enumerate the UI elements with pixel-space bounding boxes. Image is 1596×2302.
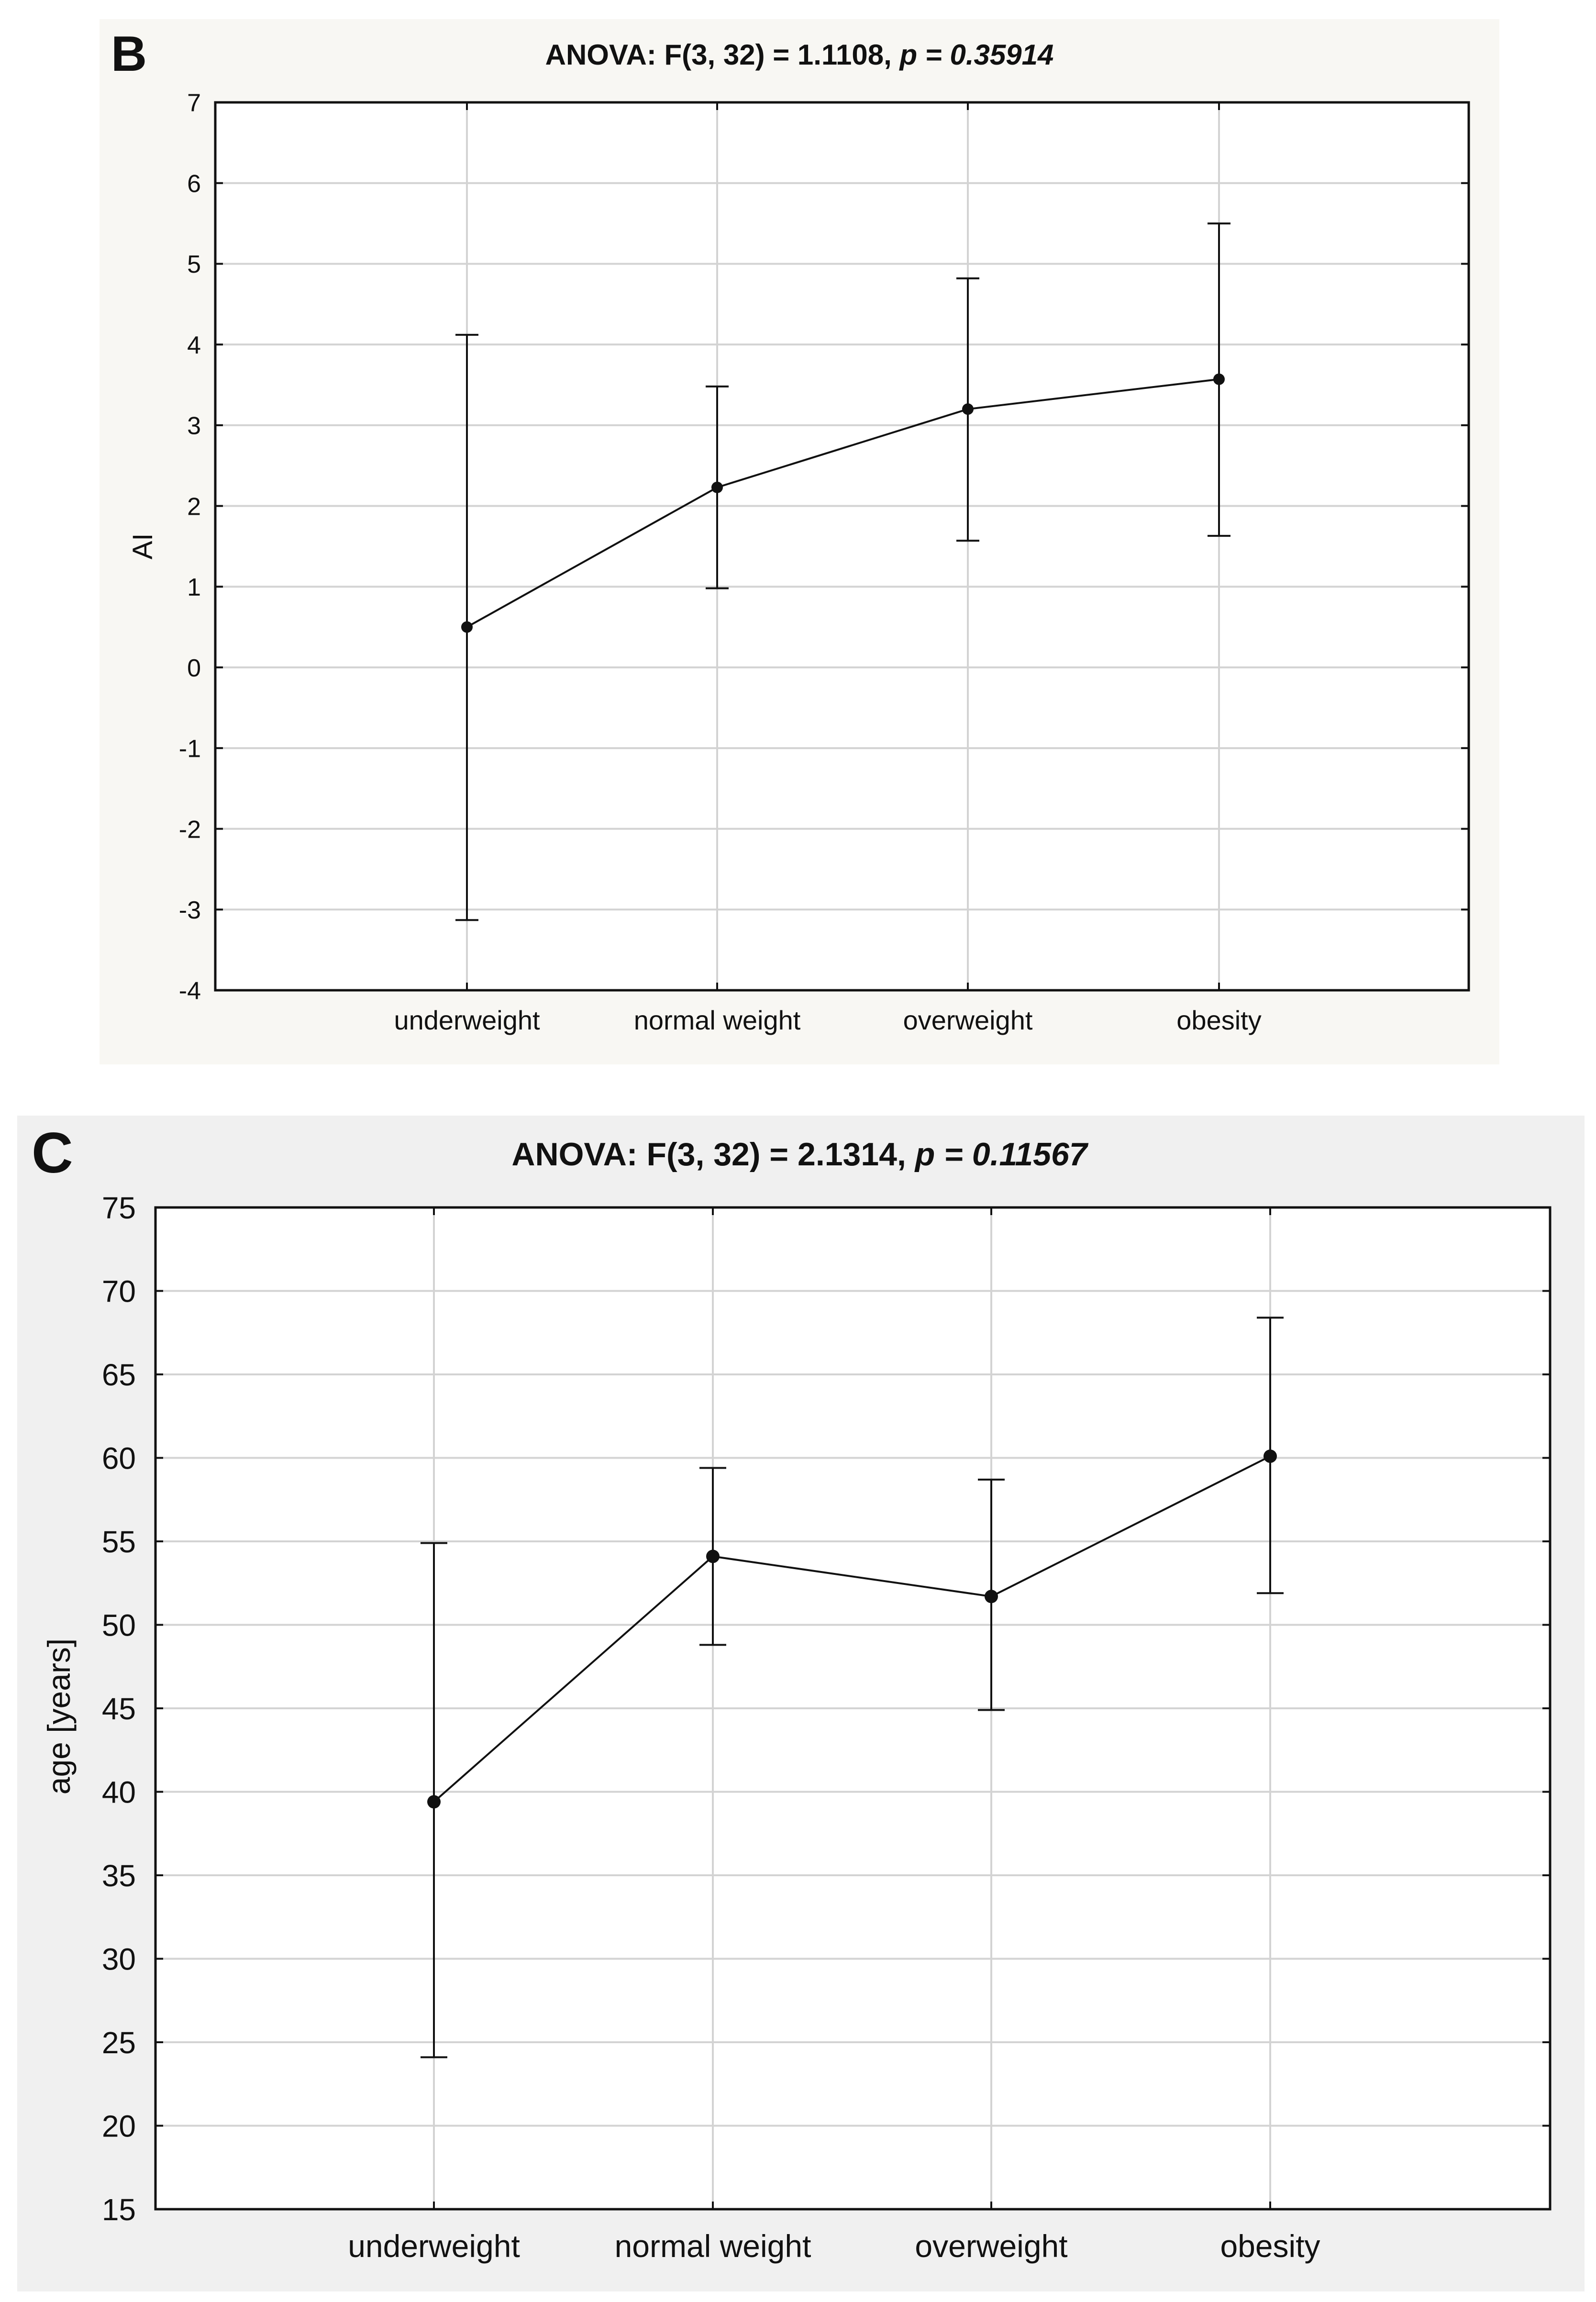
panel-b-mean-point — [461, 621, 473, 633]
panel-c-category-label-overweight: overweight — [915, 2228, 1067, 2264]
panel-b-plot-area: 7 6 5 4 3 2 1 0 -1 -2 -3 -4 underweight normal weight… — [179, 89, 1470, 1035]
panel-b-title: ANOVA: F(3, 32) = 1.1108, p = 0.35914 — [545, 39, 1054, 71]
panel-b-y-tick-label: 1 — [187, 574, 201, 601]
panel-c-mean-point — [1264, 1450, 1277, 1463]
panel-b-y-tick-label: 7 — [187, 89, 201, 117]
panel-b-y-tick-label: 5 — [187, 251, 201, 278]
panel-c-y-tick-label: 45 — [102, 1692, 136, 1726]
panel-b-y-tick-label: 4 — [187, 332, 201, 359]
panel-c-y-tick-label: 30 — [102, 1942, 136, 1977]
panel-c-plot-frame — [154, 1206, 1552, 2211]
panel-b-category-label-overweight: overweight — [903, 1005, 1033, 1035]
panel-b-y-tick-label: 0 — [187, 654, 201, 682]
panel-c-category-label-obesity: obesity — [1220, 2228, 1320, 2264]
panel-b-label: B — [111, 26, 147, 82]
panel-c-mean-point — [427, 1795, 441, 1809]
panel-b-y-tick-label: 2 — [187, 493, 201, 520]
panel-b-category-label-underweight: underweight — [394, 1005, 540, 1035]
panel-b-y-tick-label: 6 — [187, 170, 201, 198]
panel-b-category-label-normal-weight: normal weight — [634, 1005, 801, 1035]
panel-c-label: C — [32, 1121, 73, 1185]
panel-c-category-label-normal-weight: normal weight — [615, 2228, 811, 2264]
panel-b-y-tick-label: -4 — [179, 977, 201, 1005]
panel-b-y-tick-label: -2 — [179, 816, 201, 843]
panel-b-mean-line — [466, 378, 1219, 628]
panel-c-mean-point — [706, 1549, 720, 1563]
panel-b-y-tick-label: 3 — [187, 412, 201, 440]
panel-b-y-tick-label: -3 — [179, 896, 201, 924]
panel-b-y-tick-label: -1 — [179, 735, 201, 763]
panel-c-y-tick-label: 50 — [102, 1608, 136, 1643]
panel-c-y-axis-label: age [years] — [41, 1638, 77, 1795]
panel-c-mean-line — [433, 1455, 1271, 1803]
panel-b: B ANOVA: F(3, 32) = 1.1108, p = 0.35914 … — [100, 19, 1499, 1064]
panel-b-plot-background — [215, 102, 1469, 990]
panel-c-y-tick-label: 55 — [102, 1525, 136, 1559]
panel-c-y-tick-label: 75 — [102, 1191, 136, 1225]
panel-c: C ANOVA: F(3, 32) = 2.1314, p = 0.11567 … — [17, 1116, 1585, 2291]
panel-c-y-tick-label: 35 — [102, 1859, 136, 1893]
panel-c-y-tick-label: 20 — [102, 2109, 136, 2144]
panel-b-mean-point — [962, 403, 974, 415]
panel-b-plot-frame — [214, 101, 1470, 992]
panel-c-y-tick-label: 60 — [102, 1441, 136, 1476]
panel-c-y-tick-label: 15 — [102, 2192, 136, 2227]
panel-c-title: ANOVA: F(3, 32) = 2.1314, p = 0.11567 — [511, 1136, 1088, 1173]
panel-b-mean-point — [711, 481, 723, 493]
panel-c-y-tick-label: 40 — [102, 1775, 136, 1810]
panel-c-y-tick-label: 25 — [102, 2025, 136, 2060]
panel-c-y-tick-label: 70 — [102, 1274, 136, 1309]
panel-c-category-label-underweight: underweight — [348, 2228, 520, 2264]
panel-c-mean-point — [985, 1590, 998, 1604]
panel-c-y-tick-label: 65 — [102, 1358, 136, 1392]
panel-b-mean-point — [1213, 373, 1225, 385]
panel-b-y-axis-label: AI — [127, 533, 158, 560]
panel-b-category-label-obesity: obesity — [1176, 1005, 1261, 1035]
panel-c-plot-area: 75 70 65 60 55 50 45 40 35 30 25 20 15 underweight nor… — [102, 1191, 1552, 2264]
